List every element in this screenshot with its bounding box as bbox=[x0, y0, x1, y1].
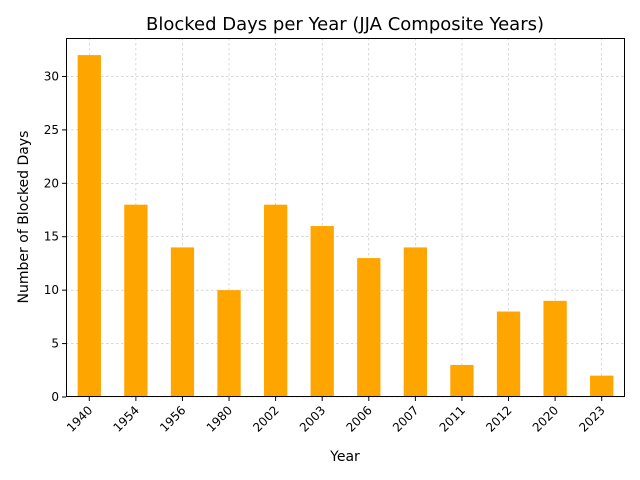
y-tick-label: 5 bbox=[51, 337, 59, 351]
x-tick-label: 2023 bbox=[576, 403, 607, 434]
x-tick-label: 2007 bbox=[390, 403, 421, 434]
bar-1954 bbox=[124, 204, 148, 397]
x-tick-label: 2020 bbox=[530, 403, 561, 434]
y-tick-label: 10 bbox=[44, 283, 59, 297]
x-tick-label: 1954 bbox=[110, 403, 141, 434]
bar-2002 bbox=[263, 204, 288, 397]
y-tick-label: 20 bbox=[44, 176, 59, 190]
bar-1940 bbox=[77, 55, 101, 397]
grid-lines bbox=[66, 38, 625, 398]
x-axis-ticks: 1940 1954 1956 1980 2002 2003 2006 2007 2011 2012… bbox=[64, 397, 608, 435]
y-tick-label: 30 bbox=[44, 69, 59, 83]
y-axis-ticks: 0 5 10 15 20 25 30 bbox=[44, 69, 66, 404]
x-tick-label: 2006 bbox=[343, 403, 374, 434]
bar-1980 bbox=[217, 290, 241, 397]
y-tick-label: 0 bbox=[51, 390, 59, 404]
chart-title: Blocked Days per Year (JJA Composite Yea… bbox=[146, 14, 544, 35]
x-tick-label: 1956 bbox=[157, 403, 188, 434]
x-tick-label: 1940 bbox=[64, 403, 95, 434]
bar-1956 bbox=[170, 247, 195, 397]
x-tick-label: 2011 bbox=[437, 403, 468, 434]
y-axis-label: Number of Blocked Days bbox=[16, 131, 32, 304]
x-tick-label: 2003 bbox=[297, 403, 328, 434]
plot-frame bbox=[66, 38, 625, 397]
bar-2023 bbox=[590, 375, 614, 397]
x-tick-label: 2002 bbox=[250, 403, 281, 434]
bar-2003 bbox=[310, 226, 334, 397]
x-tick-label: 2012 bbox=[483, 403, 514, 434]
bar-2020 bbox=[543, 300, 567, 397]
x-axis-label: Year bbox=[329, 449, 360, 465]
bar-2012 bbox=[496, 311, 521, 397]
bar-2011 bbox=[450, 364, 474, 397]
y-tick-label: 25 bbox=[44, 123, 59, 137]
bar-2006 bbox=[357, 258, 381, 397]
bar-2007 bbox=[403, 247, 428, 397]
bars bbox=[77, 55, 614, 397]
y-tick-label: 15 bbox=[44, 230, 59, 244]
x-tick-label: 1980 bbox=[204, 403, 235, 434]
